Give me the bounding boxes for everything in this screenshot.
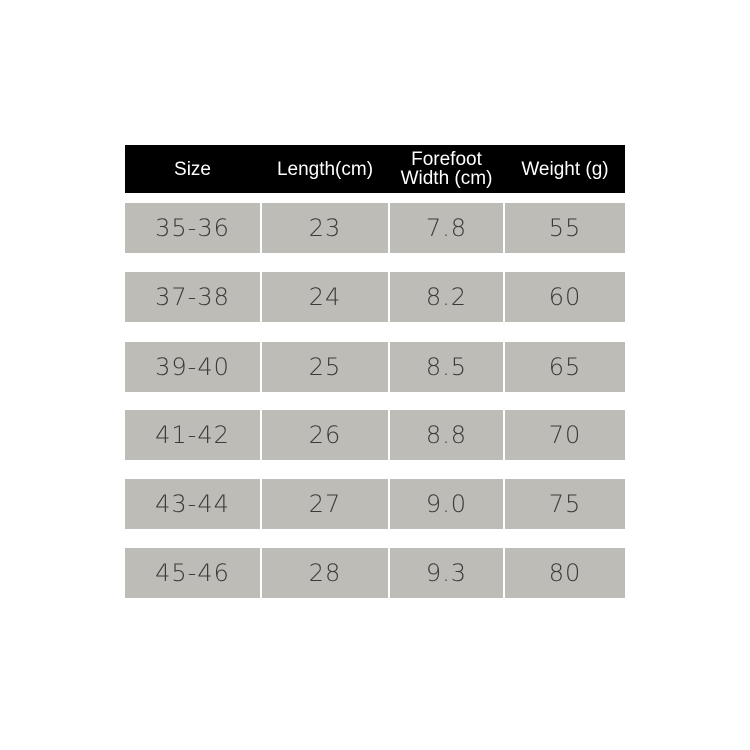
- table-cell: 80: [505, 548, 625, 598]
- header-cell: Forefoot Width (cm): [400, 149, 493, 189]
- table-cell: 75: [505, 479, 625, 529]
- header-cell: Size: [174, 158, 211, 180]
- table-cell: 8.2: [390, 272, 503, 322]
- table-cell: 65: [505, 342, 625, 392]
- table-cell: 9.3: [390, 548, 503, 598]
- header-cell: Length(cm): [276, 158, 374, 180]
- header-cell: Weight (g): [521, 158, 609, 180]
- table-cell: 45-46: [125, 548, 260, 598]
- table-cell: 24: [262, 272, 388, 322]
- table-cell: 39-40: [125, 342, 260, 392]
- table-cell: 7.8: [390, 203, 503, 253]
- table-cell: 25: [262, 342, 388, 392]
- table-cell: 37-38: [125, 272, 260, 322]
- table-cell: 70: [505, 410, 625, 460]
- table-cell: 8.5: [390, 342, 503, 392]
- table-cell: 41-42: [125, 410, 260, 460]
- table-cell: 9.0: [390, 479, 503, 529]
- table-cell: 26: [262, 410, 388, 460]
- table-cell: 35-36: [125, 203, 260, 253]
- table-cell: 8.8: [390, 410, 503, 460]
- table-cell: 43-44: [125, 479, 260, 529]
- table-cell: 23: [262, 203, 388, 253]
- table-cell: 28: [262, 548, 388, 598]
- table-cell: 55: [505, 203, 625, 253]
- table-cell: 27: [262, 479, 388, 529]
- table-cell: 60: [505, 272, 625, 322]
- header-bar: [125, 145, 625, 193]
